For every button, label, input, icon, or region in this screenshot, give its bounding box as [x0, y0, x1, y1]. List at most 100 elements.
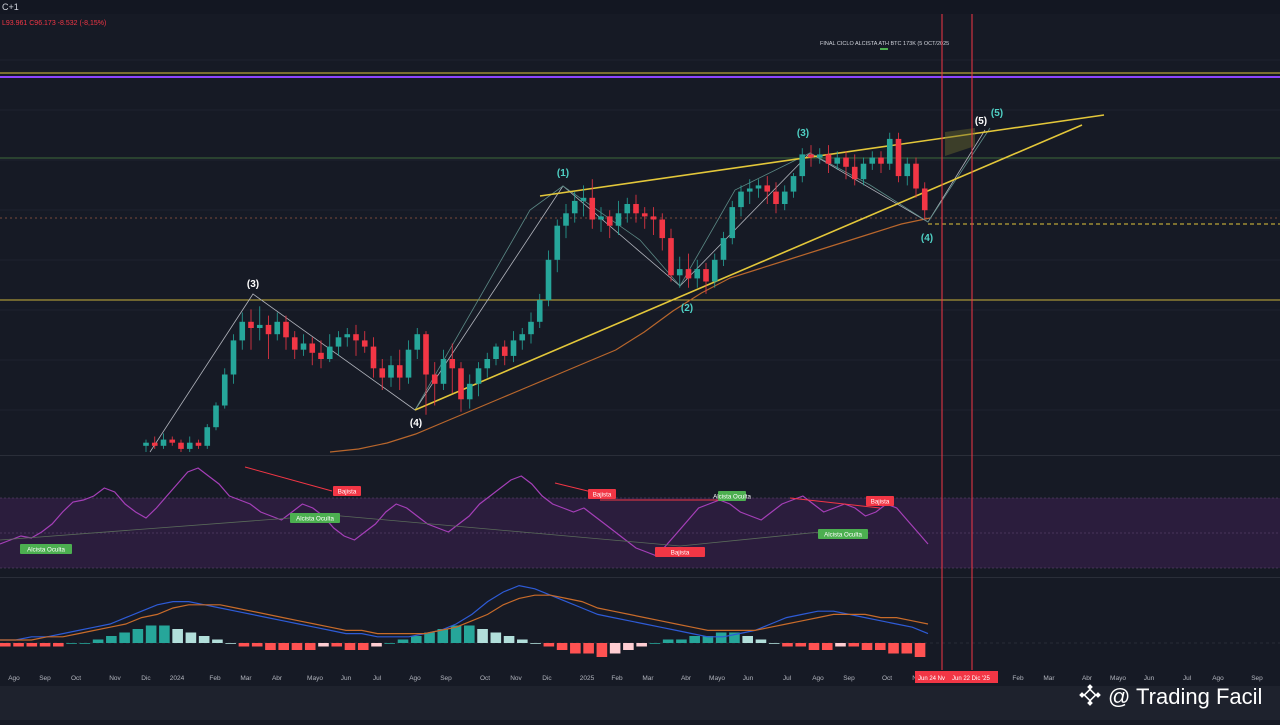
x-tick-23: Jul: [783, 675, 792, 682]
pane-divider-2: [0, 577, 1280, 578]
candle-body-64: [703, 269, 709, 282]
ema-line[interactable]: [329, 217, 931, 453]
candle-body-86: [895, 138, 902, 177]
wave-label-1: (4): [410, 418, 422, 429]
header-strip: [0, 0, 1280, 14]
candle-body-50: [580, 197, 587, 201]
candle-body-48: [563, 213, 569, 226]
binance-icon: [1079, 684, 1101, 706]
wave-label-4: (3): [797, 128, 809, 139]
candle-body-49: [571, 200, 578, 214]
x-tick-36: Ago: [1212, 675, 1224, 682]
candle-body-46: [545, 259, 552, 301]
x-tick-30: Feb: [1012, 675, 1024, 682]
macd-bar-44: [583, 643, 594, 654]
candle-body-75: [799, 154, 806, 177]
candle-body-8: [213, 405, 219, 428]
candle-body-43: [519, 334, 526, 341]
macd-bar-63: [835, 643, 846, 647]
candle-body-28: [388, 365, 394, 378]
candle-body-56: [633, 204, 639, 214]
macd-line[interactable]: [0, 584, 929, 641]
x-tick-13: Sep: [440, 675, 452, 682]
wave-line-white[interactable]: [149, 129, 986, 453]
candle-body-57: [641, 213, 648, 217]
macd-bar-34: [450, 625, 462, 643]
watermark-text: @ Trading Facil: [1108, 684, 1262, 709]
x-tick-26: Oct: [882, 675, 892, 682]
candle-body-59: [659, 219, 666, 239]
candle-body-29: [396, 365, 403, 378]
candle-body-9: [221, 374, 228, 406]
wave-labels-layer: (3) (4) (1) (2) (3) (4) (5) (5): [247, 108, 1003, 429]
candle-body-10: [230, 340, 237, 375]
macd-bar-36: [477, 629, 488, 643]
x-tick-37: Sep: [1251, 675, 1263, 682]
macd-bar-61: [808, 643, 820, 650]
candle-body-16: [283, 321, 289, 338]
macd-bar-43: [570, 643, 581, 654]
rsi-label-box-5: [655, 547, 705, 557]
wedge-lower-line[interactable]: [414, 124, 1083, 411]
rsi-label-box-2: [333, 486, 361, 496]
x-tick-15: Nov: [510, 675, 522, 682]
divergence-line-bull-3: [679, 529, 841, 547]
candle-body-19: [309, 343, 316, 353]
macd-bar-28: [371, 643, 382, 647]
candle-body-15: [274, 321, 281, 335]
candle-body-45: [536, 300, 543, 322]
x-tick-17: 2025: [580, 675, 595, 682]
rsi-label-box-0: [20, 544, 72, 554]
macd-bar-37: [490, 632, 502, 643]
rsi-line[interactable]: [0, 467, 929, 557]
x-tick-33: Mayo: [1110, 675, 1126, 682]
cycle-note: FINAL CICLO ALCISTA ATH BTC 173K (5 OCT/…: [820, 41, 949, 47]
macd-bar-6: [79, 643, 91, 644]
rsi-label-box-3: [588, 489, 616, 499]
macd-bar-10: [132, 629, 144, 643]
note-marker: [880, 48, 888, 50]
macd-bar-17: [225, 643, 236, 644]
macd-bar-46: [609, 643, 621, 654]
x-tick-19: Mar: [642, 675, 654, 682]
candle-body-5: [186, 442, 193, 449]
macd-signal-line[interactable]: [0, 594, 929, 641]
x-tick-10: Jun: [341, 675, 352, 682]
wave-label-2: (1): [557, 168, 569, 179]
candle-body-34: [440, 359, 447, 384]
rsi-label-text-3: Bajista: [593, 492, 612, 499]
macd-bar-53: [702, 636, 714, 643]
candle-body-12: [248, 321, 254, 328]
macd-bar-62: [821, 643, 833, 650]
macd-bar-0: [0, 643, 11, 647]
candle-body-69: [746, 188, 753, 192]
candle-body-24: [353, 334, 359, 341]
x-tick-0: Ago: [8, 675, 20, 682]
candle-body-6: [195, 442, 202, 446]
candle-body-21: [326, 346, 333, 359]
x-tick-21: Mayo: [709, 675, 725, 682]
candle-body-11: [239, 321, 246, 341]
candle-body-87: [904, 163, 911, 177]
candle-body-31: [414, 334, 421, 350]
x-tick-6: Feb: [209, 675, 221, 682]
candle-body-71: [764, 185, 771, 192]
x-tick-9: Mayo: [307, 675, 323, 682]
macd-bar-65: [861, 643, 873, 650]
candle-body-40: [493, 346, 499, 359]
candle-body-84: [878, 157, 884, 164]
x-tick-4: Dic: [141, 675, 151, 682]
rsi-label-text-6: Alcista Oculta: [824, 532, 862, 539]
candle-body-76: [808, 154, 814, 158]
macd-bar-49: [649, 643, 661, 644]
macd-bar-12: [159, 625, 170, 643]
macd-bar-32: [424, 632, 435, 643]
rsi-label-text-4: Alcista Oculta: [713, 494, 751, 501]
date-highlight-2: [950, 671, 998, 683]
symbol-suffix: C+1: [2, 2, 19, 12]
date-highlight-label-1: Jun 24 Nv: [918, 676, 945, 682]
candle-body-62: [685, 269, 692, 279]
bottom-bar: [0, 686, 1280, 720]
